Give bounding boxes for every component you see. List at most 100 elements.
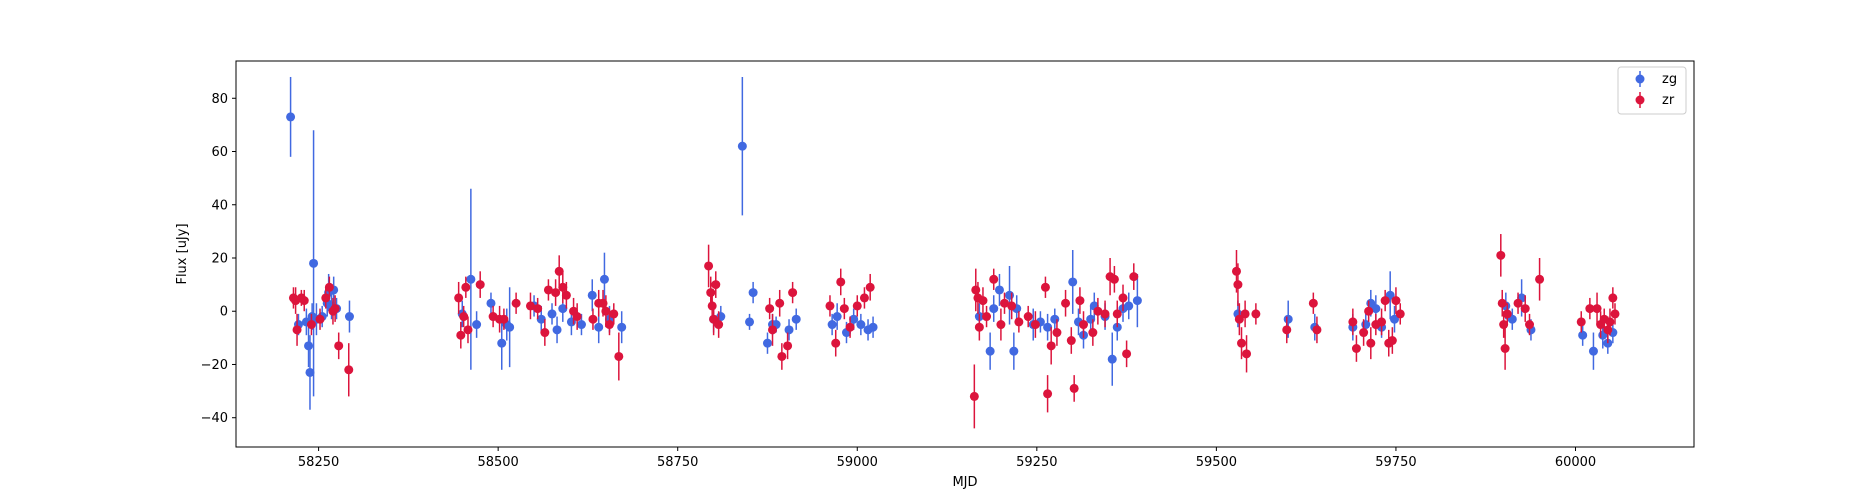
data-point xyxy=(472,320,482,330)
data-point xyxy=(706,288,716,298)
x-tick-label: 58250 xyxy=(298,455,339,470)
data-point xyxy=(704,261,714,271)
data-point xyxy=(599,274,609,284)
data-point xyxy=(1088,328,1098,338)
data-point xyxy=(1348,317,1358,327)
data-point xyxy=(305,367,315,377)
data-point xyxy=(1129,272,1139,282)
plot-area: 58250 58500 58750 59000 59250 59500 59750 60000… xyxy=(201,60,1695,470)
data-point xyxy=(1500,344,1510,354)
data-point xyxy=(330,304,340,314)
legend-label-zr: zr xyxy=(1662,93,1675,108)
data-point xyxy=(831,338,841,348)
data-point xyxy=(868,322,878,332)
data-point xyxy=(1237,338,1247,348)
data-point xyxy=(768,325,778,335)
x-tick-label: 58750 xyxy=(657,455,698,470)
data-point xyxy=(604,320,614,330)
data-point xyxy=(1283,314,1293,324)
data-point xyxy=(315,314,325,324)
y-tick-label: −40 xyxy=(201,411,228,426)
legend-entry-zg: zg xyxy=(1635,71,1677,87)
y-axis-ticks: −40 −20 0 20 40 60 80 xyxy=(201,92,236,426)
data-point xyxy=(784,325,794,335)
data-point xyxy=(536,314,546,324)
data-point xyxy=(1107,354,1117,364)
data-point xyxy=(1030,320,1040,330)
data-point xyxy=(1312,325,1322,335)
data-point xyxy=(1100,309,1110,319)
data-point xyxy=(707,301,717,311)
data-point xyxy=(463,325,473,335)
data-point xyxy=(617,322,627,332)
data-point xyxy=(558,282,568,292)
data-point xyxy=(1592,304,1602,314)
data-point xyxy=(982,312,992,322)
data-point xyxy=(1395,309,1405,319)
data-point xyxy=(286,112,296,122)
data-point xyxy=(1282,325,1292,335)
data-point xyxy=(849,314,859,324)
data-point xyxy=(994,285,1004,295)
data-point xyxy=(827,320,837,330)
data-point xyxy=(533,304,543,314)
data-point xyxy=(1046,341,1056,351)
y-tick-label: 80 xyxy=(211,92,228,107)
data-point xyxy=(711,280,721,290)
plot-frame xyxy=(235,60,1695,448)
data-point xyxy=(309,258,319,268)
data-point xyxy=(1535,274,1545,284)
data-point xyxy=(486,298,496,308)
data-point xyxy=(1231,266,1241,276)
x-tick-label: 59000 xyxy=(837,455,878,470)
data-point xyxy=(1605,317,1615,327)
data-point xyxy=(832,312,842,322)
data-point xyxy=(614,351,624,361)
data-point xyxy=(1499,320,1509,330)
data-point xyxy=(765,304,775,314)
data-point xyxy=(1251,309,1261,319)
data-point xyxy=(1371,304,1381,314)
data-point xyxy=(540,328,550,338)
data-point xyxy=(588,314,598,324)
data-point xyxy=(978,296,988,306)
data-point xyxy=(1496,250,1506,260)
data-point xyxy=(1000,298,1010,308)
data-point xyxy=(324,282,334,292)
data-point xyxy=(576,320,586,330)
x-tick-label: 58500 xyxy=(477,455,518,470)
series-zr xyxy=(288,234,1620,429)
data-point xyxy=(989,274,999,284)
x-tick-label: 59500 xyxy=(1196,455,1237,470)
data-point xyxy=(1061,298,1071,308)
data-point xyxy=(1387,336,1397,346)
data-point xyxy=(321,293,331,303)
data-point xyxy=(762,338,772,348)
data-point xyxy=(587,290,597,300)
data-point xyxy=(1585,304,1595,314)
data-point xyxy=(1043,389,1053,399)
legend-entry-zr: zr xyxy=(1635,92,1675,108)
data-point xyxy=(1124,301,1134,311)
data-point xyxy=(852,301,862,311)
y-tick-label: 0 xyxy=(220,305,228,320)
data-point xyxy=(1112,309,1122,319)
data-point xyxy=(1588,346,1598,356)
data-point xyxy=(1040,282,1050,292)
data-point xyxy=(1079,320,1089,330)
data-point xyxy=(1351,344,1361,354)
data-point xyxy=(1075,296,1085,306)
data-point xyxy=(1023,312,1033,322)
data-point xyxy=(745,317,755,327)
data-point xyxy=(601,306,611,316)
data-point xyxy=(344,365,354,375)
data-point xyxy=(1240,309,1250,319)
data-point xyxy=(1066,336,1076,346)
data-point xyxy=(1497,298,1507,308)
data-point xyxy=(1118,293,1128,303)
legend: zg zr xyxy=(1617,66,1687,115)
data-point xyxy=(551,288,561,298)
data-point xyxy=(777,351,787,361)
data-point xyxy=(1242,349,1252,359)
data-point xyxy=(1377,317,1387,327)
